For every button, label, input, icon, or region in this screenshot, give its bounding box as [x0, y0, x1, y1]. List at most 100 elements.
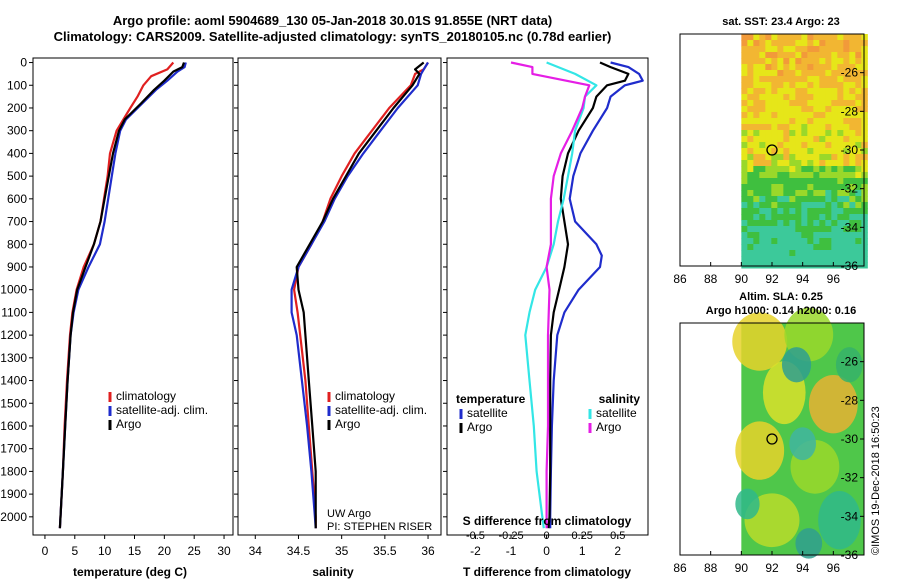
- difference-legend-label: Argo: [596, 420, 622, 434]
- sst-pixel: [789, 52, 796, 59]
- sst-pixel: [777, 34, 784, 41]
- sst-pixel: [843, 112, 850, 119]
- sst-pixel: [783, 124, 790, 131]
- sst-pixel: [783, 178, 790, 185]
- sst-pixel: [795, 70, 802, 77]
- sst-pixel: [801, 190, 808, 197]
- salinity-difference-tick-label: 0.5: [610, 530, 625, 542]
- temperature-plot-frame: [32, 57, 234, 536]
- sst-pixel: [831, 112, 838, 119]
- sst-pixel: [747, 154, 754, 161]
- sst-pixel: [855, 184, 862, 191]
- sst-pixel: [747, 34, 754, 41]
- map-sst-ytick-label: -28: [841, 104, 859, 118]
- sst-pixel: [759, 166, 766, 173]
- sst-pixel: [825, 136, 832, 143]
- sst-pixel: [771, 172, 778, 179]
- sst-pixel: [861, 250, 868, 257]
- sst-pixel: [807, 244, 814, 251]
- sst-pixel: [849, 34, 856, 41]
- sst-pixel: [861, 202, 868, 209]
- sst-pixel: [807, 166, 814, 173]
- sst-pixel: [819, 130, 826, 137]
- sst-pixel: [825, 34, 832, 41]
- sst-pixel: [753, 82, 760, 89]
- sla-anomaly-blob: [789, 427, 817, 461]
- sst-pixel: [765, 136, 772, 143]
- sst-pixel: [795, 106, 802, 113]
- temperature-xtick-label: 0: [42, 544, 49, 558]
- sst-pixel: [843, 238, 850, 245]
- difference-series-temperature-satellite: [549, 61, 644, 529]
- sst-pixel: [813, 76, 820, 83]
- sst-pixel: [765, 220, 772, 227]
- sst-pixel: [795, 184, 802, 191]
- sst-pixel: [783, 202, 790, 209]
- sst-pixel: [831, 232, 838, 239]
- sst-pixel: [741, 136, 748, 143]
- sst-pixel: [741, 226, 748, 233]
- sst-pixel: [843, 76, 850, 83]
- sst-pixel: [825, 82, 832, 89]
- sst-pixel: [741, 82, 748, 89]
- sst-pixel: [747, 148, 754, 155]
- sst-pixel: [819, 112, 826, 119]
- depth-tick-label: 600: [7, 192, 27, 206]
- sst-pixel: [771, 226, 778, 233]
- sst-pixel: [819, 88, 826, 95]
- sst-pixel: [795, 76, 802, 83]
- sst-pixel: [765, 208, 772, 215]
- map-sla-xtick-label: 90: [735, 561, 749, 575]
- sla-anomaly-blob: [808, 375, 858, 434]
- sst-pixel: [849, 208, 856, 215]
- sst-pixel: [771, 82, 778, 89]
- sst-pixel: [801, 178, 808, 185]
- sst-pixel: [849, 40, 856, 47]
- sst-pixel: [741, 208, 748, 215]
- salinity-xtick-label: 34: [249, 544, 263, 558]
- sst-pixel: [831, 124, 838, 131]
- sst-pixel: [819, 178, 826, 185]
- sst-pixel: [765, 76, 772, 83]
- sst-pixel: [795, 118, 802, 125]
- sst-pixel: [789, 232, 796, 239]
- sst-pixel: [831, 76, 838, 83]
- sst-pixel: [741, 220, 748, 227]
- sst-pixel: [795, 82, 802, 89]
- sst-pixel: [807, 190, 814, 197]
- sst-pixel: [789, 82, 796, 89]
- sst-pixel: [861, 178, 868, 185]
- sst-pixel: [789, 40, 796, 47]
- sst-pixel: [777, 232, 784, 239]
- sst-pixel: [813, 52, 820, 59]
- sst-pixel: [837, 256, 844, 263]
- map-sst-xtick-label: 88: [704, 272, 718, 286]
- sst-pixel: [849, 160, 856, 167]
- sst-pixel: [747, 52, 754, 59]
- difference-series-temperature-argo: [547, 61, 630, 529]
- sst-pixel: [795, 34, 802, 41]
- sst-pixel: [855, 250, 862, 257]
- sst-pixel: [771, 124, 778, 131]
- sst-pixel: [837, 118, 844, 125]
- sst-pixel: [813, 40, 820, 47]
- sst-pixel: [837, 202, 844, 209]
- sst-pixel: [783, 166, 790, 173]
- sst-pixel: [825, 184, 832, 191]
- sst-pixel: [849, 178, 856, 185]
- sst-pixel: [771, 148, 778, 155]
- sst-pixel: [807, 256, 814, 263]
- sst-pixel: [801, 100, 808, 107]
- sst-pixel: [843, 58, 850, 65]
- sst-pixel: [759, 172, 766, 179]
- sst-pixel: [771, 256, 778, 263]
- sst-pixel: [789, 196, 796, 203]
- map-sst-xtick-label: 96: [827, 272, 841, 286]
- sst-pixel: [795, 196, 802, 203]
- sst-pixel: [843, 94, 850, 101]
- sst-pixel: [753, 100, 760, 107]
- sst-pixel: [759, 148, 766, 155]
- depth-tick-label: 2000: [0, 510, 27, 524]
- sst-pixel: [807, 34, 814, 41]
- sst-pixel: [753, 172, 760, 179]
